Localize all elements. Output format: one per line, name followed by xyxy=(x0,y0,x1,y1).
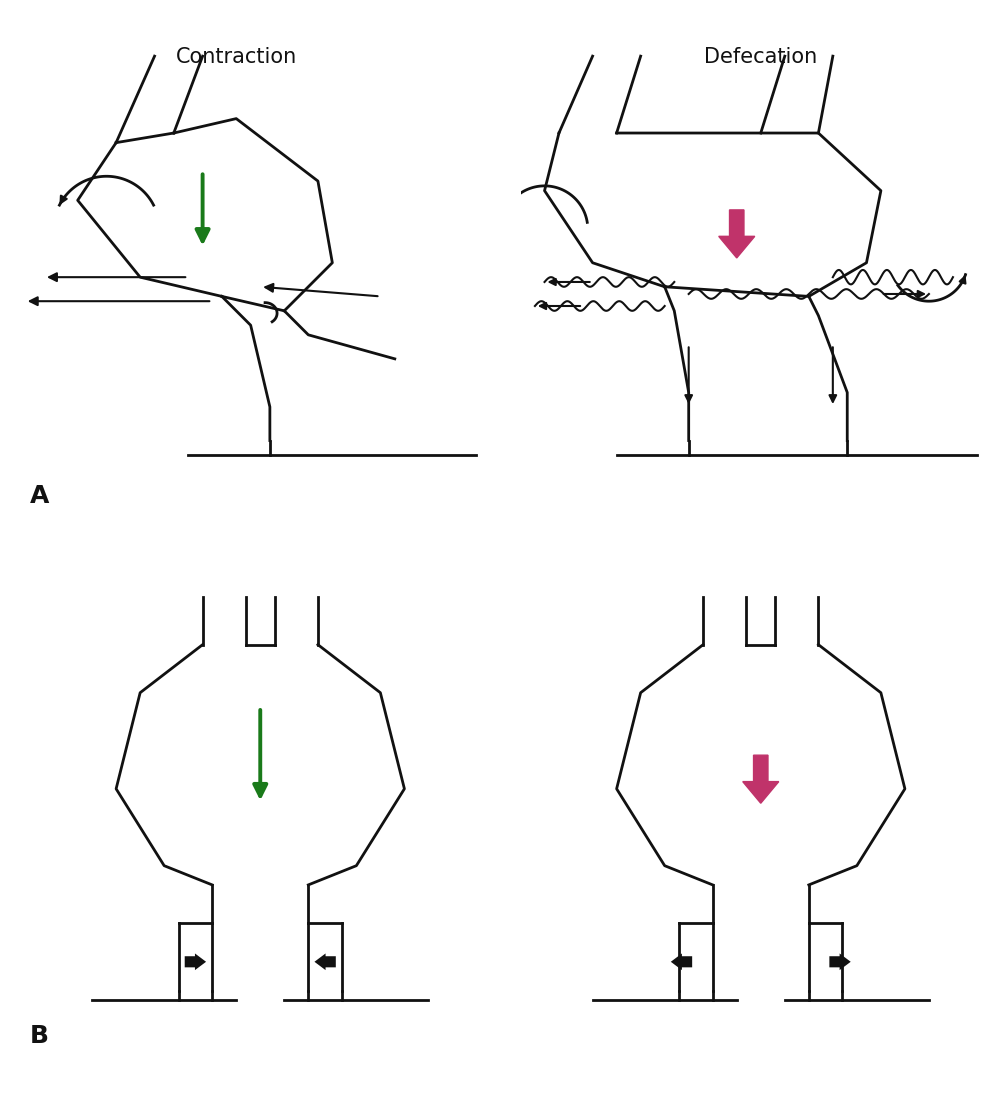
FancyArrow shape xyxy=(719,210,755,258)
Text: A: A xyxy=(30,484,49,508)
Text: Contraction: Contraction xyxy=(175,46,297,66)
FancyArrow shape xyxy=(743,756,779,803)
Text: B: B xyxy=(30,1025,49,1049)
Text: Defecation: Defecation xyxy=(704,46,818,66)
